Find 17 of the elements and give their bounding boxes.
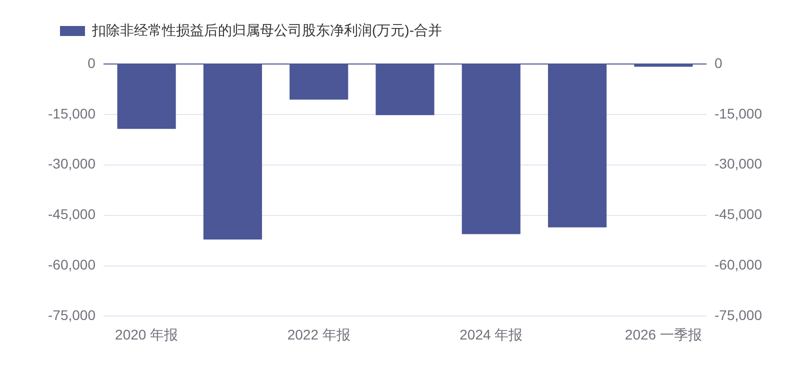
x-tick-label: 2022 年报 — [287, 326, 350, 342]
legend-label: 扣除非经常性损益后的归属母公司股东净利润(万元)-合并 — [91, 22, 442, 38]
y2-tick-label: -30,000 — [714, 156, 762, 172]
y-tick-label: -30,000 — [48, 156, 96, 172]
y2-tick-label: 0 — [714, 54, 723, 71]
y-tick-label: -45,000 — [48, 206, 96, 222]
x-tick-label: 2024 年报 — [460, 326, 523, 342]
x-tick-label: 2020 年报 — [115, 326, 178, 342]
y-tick-label: -75,000 — [48, 307, 96, 324]
y-tick-label: 0 — [88, 54, 96, 71]
y2-tick-label: -75,000 — [714, 307, 762, 324]
y2-tick-label: -60,000 — [714, 256, 762, 273]
y-tick-label: -60,000 — [48, 256, 96, 273]
y2-tick-label: -15,000 — [714, 105, 762, 122]
y-tick-label: -15,000 — [48, 105, 96, 122]
x-tick-label: 2026 一季报 — [624, 326, 702, 342]
y2-tick-label: -45,000 — [714, 206, 762, 222]
